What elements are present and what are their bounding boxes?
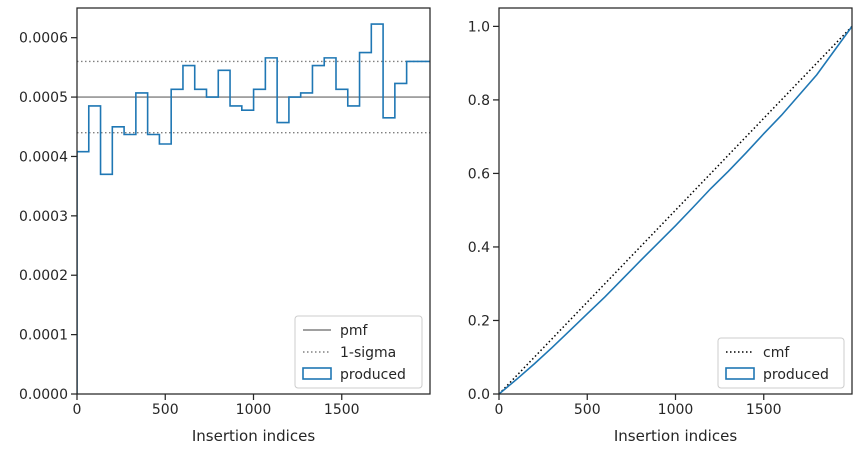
- x-tick-label: 1500: [746, 402, 782, 418]
- y-tick-label: 0.0000: [19, 387, 68, 403]
- axes-frame-2: [498, 7, 853, 395]
- x-tick-label: 500: [152, 402, 179, 418]
- y-tick-label: 0.2: [468, 313, 490, 329]
- series-produced: [499, 25, 852, 394]
- legend-label: produced: [763, 367, 829, 383]
- y-tick-label: 0.4: [468, 240, 490, 256]
- y-tick-label: 0.0004: [19, 149, 68, 165]
- x-tick-label: 1000: [236, 402, 272, 418]
- legend-label: produced: [340, 367, 406, 383]
- legend-label: cmf: [763, 345, 790, 361]
- y-tick-label: 0.6: [468, 166, 490, 182]
- legend-swatch-produced: [302, 367, 332, 380]
- x-axis-label: Insertion indices: [614, 427, 737, 445]
- y-tick-label: 1.0: [468, 19, 490, 35]
- legend-label: 1-sigma: [340, 345, 396, 361]
- legend-label: pmf: [340, 323, 369, 339]
- y-tick-label: 0.0006: [19, 31, 68, 47]
- x-tick-label: 500: [574, 402, 601, 418]
- legend-swatch-produced: [725, 367, 755, 380]
- y-tick-label: 0.0005: [19, 90, 68, 106]
- x-tick-label: 1000: [658, 402, 694, 418]
- y-tick-label: 0.0003: [19, 209, 68, 225]
- x-tick-label: 0: [495, 402, 504, 418]
- x-tick-label: 1500: [324, 402, 360, 418]
- plot-area-2: [499, 25, 852, 394]
- y-tick-label: 0.0: [468, 387, 490, 403]
- x-axis-label: Insertion indices: [192, 427, 315, 445]
- series-cmf: [499, 25, 852, 394]
- legend: [294, 315, 423, 389]
- y-tick-label: 0.0002: [19, 268, 68, 284]
- legend: [717, 337, 845, 389]
- series-produced: [77, 23, 430, 394]
- plot-area-1: [77, 23, 430, 394]
- x-tick-label: 0: [73, 402, 82, 418]
- y-tick-label: 0.8: [468, 93, 490, 109]
- y-tick-label: 0.0001: [19, 328, 68, 344]
